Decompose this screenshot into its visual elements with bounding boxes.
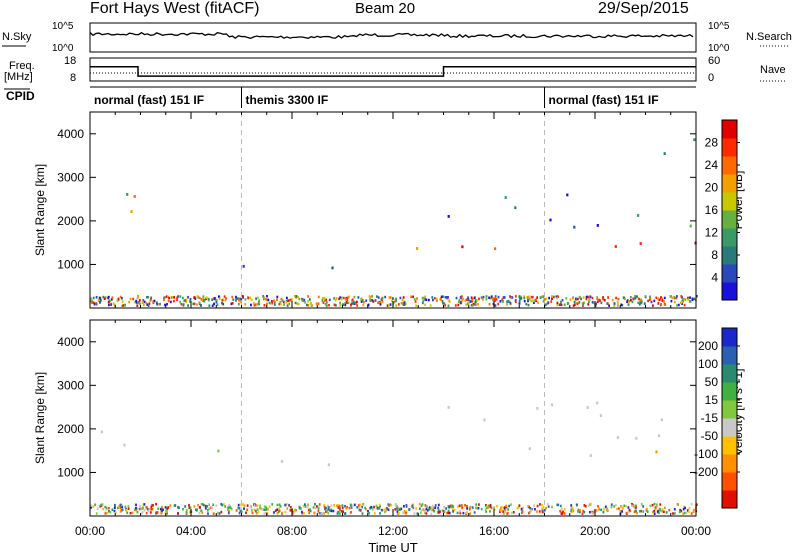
colorbar-tick-label: -100 (694, 447, 718, 461)
colorbar-tick-label: 15 (705, 393, 719, 407)
cpid-segment-label: themis 3300 IF (246, 93, 329, 107)
echo-region (126, 193, 136, 213)
colorbar-swatch (722, 418, 737, 437)
colorbar-tick-label: 24 (705, 158, 719, 172)
power-panel: 1000 2000 3000 4000 Slant Range [km] (33, 111, 698, 309)
beam-label: Beam 20 (355, 0, 416, 17)
x-tick-label: 16:00 (479, 524, 509, 538)
colorbar-swatch (722, 490, 737, 509)
power-y-axis-label: Slant Range [km] (33, 164, 47, 256)
velocity-colorbar: Velocity [m s^-1] 2001005015-15-50-100-2… (694, 327, 745, 509)
colorbar-swatch (722, 454, 737, 473)
colorbar-swatch (722, 174, 737, 193)
y-tick-label: 1000 (57, 465, 84, 479)
y-tick-label: 4000 (57, 127, 84, 141)
colorbar-tick-label: 12 (705, 226, 719, 240)
y-tick-label: 2000 (57, 422, 84, 436)
freq-tick-high: 18 (64, 55, 76, 67)
nsky-panel: N.Sky 10^5 10^0 10^5 10^0 N.Search (2, 21, 792, 54)
freq-axis-label-2: [MHz] (4, 71, 33, 83)
y-tick-label: 3000 (57, 170, 84, 184)
y-tick-label: 2000 (57, 214, 84, 228)
colorbar-tick-label: 4 (711, 271, 718, 285)
colorbar-tick-label: 50 (705, 375, 719, 389)
echo-region (447, 193, 692, 229)
colorbar-swatch (722, 246, 737, 265)
y-tick-label: 3000 (57, 378, 84, 392)
echo-region (242, 264, 334, 270)
freq-panel: Freq. [MHz] 18 8 60 0 Nave (4, 55, 786, 84)
colorbar-tick-label: 200 (698, 339, 718, 353)
cpid-segment-label: normal (fast) 151 IF (94, 93, 204, 107)
colorbar-tick-label: 28 (705, 136, 719, 150)
colorbar-swatch (722, 210, 737, 229)
cpid-label: CPID (6, 89, 35, 103)
colorbar-swatch (722, 156, 737, 175)
colorbar-swatch (722, 192, 737, 211)
nsky-tick-low: 10^0 (52, 43, 74, 54)
colorbar-tick-label: -200 (694, 465, 718, 479)
colorbar-swatch (722, 346, 737, 365)
colorbar-tick-label: 8 (711, 248, 718, 262)
echo-region (280, 460, 330, 467)
radar-title: Fort Hays West (fitACF) (90, 0, 260, 17)
colorbar-swatch (722, 120, 737, 139)
colorbar-swatch (722, 264, 737, 283)
x-tick-label: 04:00 (176, 524, 206, 538)
colorbar-swatch (722, 282, 737, 301)
ground-scatter-strip (90, 295, 698, 307)
x-axis-label: Time UT (368, 540, 417, 554)
x-tick-label: 00:00 (681, 524, 711, 538)
velocity-y-axis-label: Slant Range [km] (33, 372, 47, 464)
velocity-panel: 1000 2000 3000 4000 Slant Range [km] (33, 319, 698, 517)
cpid-segment-label: normal (fast) 151 IF (549, 93, 659, 107)
echo-region (447, 401, 663, 457)
colorbar-swatch (722, 228, 737, 247)
colorbar-swatch (722, 382, 737, 401)
colorbar-swatch (722, 400, 737, 419)
echo-region (663, 138, 696, 155)
x-tick-label: 08:00 (277, 524, 307, 538)
colorbar-swatch (722, 436, 737, 455)
nsky-tick-high: 10^5 (52, 21, 74, 32)
x-tick-label: 20:00 (580, 524, 610, 538)
colorbar-tick-label: 100 (698, 357, 718, 371)
echo-region (416, 247, 419, 250)
nave-axis-label: Nave (760, 64, 786, 76)
colorbar-tick-label: -50 (701, 429, 719, 443)
nave-tick-high: 60 (708, 55, 720, 67)
nsky-axis-label: N.Sky (2, 31, 32, 43)
colorbar-tick-label: -15 (701, 411, 719, 425)
colorbar-swatch (722, 364, 737, 383)
nsearch-tick-high: 10^5 (708, 21, 730, 32)
x-tick-label: 12:00 (378, 524, 408, 538)
ground-scatter-strip (90, 502, 698, 515)
colorbar-swatch (722, 472, 737, 491)
echo-region (100, 430, 126, 447)
y-tick-label: 4000 (57, 335, 84, 349)
nave-tick-low: 0 (708, 72, 714, 84)
colorbar-swatch (722, 328, 737, 347)
echo-region (145, 503, 340, 509)
nsearch-axis-label: N.Search (746, 31, 792, 43)
y-tick-label: 1000 (57, 257, 84, 271)
date-label: 29/Sep/2015 (598, 0, 689, 17)
freq-tick-low: 8 (70, 72, 76, 84)
colorbar-swatch (722, 138, 737, 157)
colorbar-tick-label: 20 (705, 181, 719, 195)
x-tick-label: 00:00 (75, 524, 105, 538)
cpid-row: CPID normal (fast) 151 IF themis 3300 IF n… (4, 86, 696, 108)
nsearch-tick-low: 10^0 (708, 43, 730, 54)
freq-axis-label-1: Freq. (9, 60, 35, 72)
colorbar-tick-label: 16 (705, 203, 719, 217)
echo-region (217, 449, 220, 453)
